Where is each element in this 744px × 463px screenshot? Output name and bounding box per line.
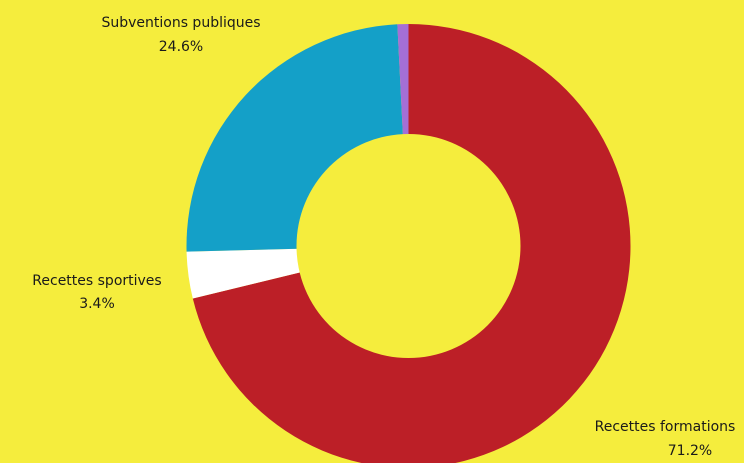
label-subventions-publiques: Subventions publiques (101, 15, 260, 31)
value-subventions-publiques: 24.6% (159, 39, 203, 55)
value-recettes-sportives: 3.4% (79, 296, 115, 312)
label-recettes-formations: Recettes formations (595, 419, 736, 435)
label-recettes-sportives: Recettes sportives (32, 273, 161, 289)
donut-hole (296, 134, 521, 358)
value-recettes-formations: 71.2% (668, 443, 712, 459)
